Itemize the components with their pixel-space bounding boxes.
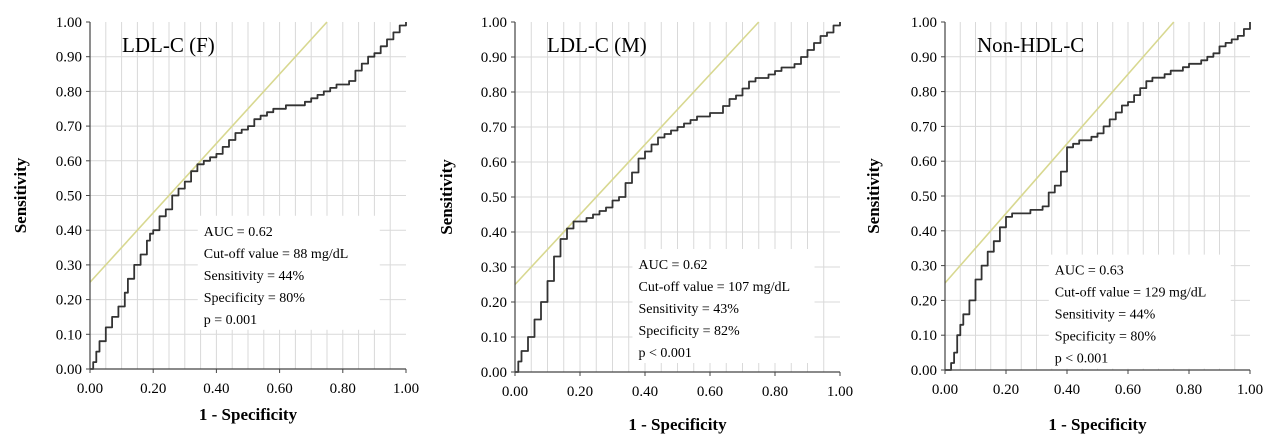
y-tick-label: 0.80: [911, 85, 937, 101]
x-tick-label: 0.40: [1054, 382, 1080, 398]
y-tick-label: 0.70: [56, 119, 82, 135]
stats-line: Cut-off value = 107 mg/dL: [639, 280, 791, 295]
y-tick-label: 0.60: [481, 155, 507, 171]
y-tick-label: 0.40: [56, 223, 82, 239]
stats-line: Cut-off value = 129 mg/dL: [1055, 286, 1207, 301]
y-tick-label: 0.60: [56, 154, 82, 170]
y-tick-label: 0.80: [56, 84, 82, 100]
reference-line: [944, 21, 1175, 284]
x-tick-label: 0.20: [567, 384, 593, 400]
y-tick-label: 0.90: [56, 50, 82, 66]
stats-line: p < 0.001: [1055, 352, 1108, 367]
y-tick-label: 0.20: [481, 295, 507, 311]
roc-curve: [945, 22, 1251, 371]
x-tick-label: 0.20: [140, 381, 166, 397]
roc-curve: [515, 22, 841, 373]
stats-line: AUC = 0.63: [1055, 264, 1124, 279]
stats-line: Specificity = 80%: [204, 291, 306, 306]
stats-box: [1048, 254, 1231, 369]
x-tick-label: 0.00: [932, 382, 958, 398]
reference-line: [89, 21, 328, 283]
roc-curve: [90, 22, 407, 370]
y-tick-label: 0.50: [481, 190, 507, 206]
y-tick-label: 0.80: [481, 85, 507, 101]
stats-box: [632, 249, 815, 363]
x-tick-label: 0.60: [697, 384, 723, 400]
stats-line: p = 0.001: [204, 313, 257, 328]
y-tick-label: 0.50: [56, 189, 82, 205]
y-tick-label: 0.00: [481, 365, 507, 381]
y-tick-label: 0.90: [481, 50, 507, 66]
roc-panel-1: 0.00 0.10 0.20 0.30 0.40 0.50 0.60 0.70 0.80 0.90…: [11, 15, 419, 424]
stats-line: Specificity = 82%: [639, 324, 741, 339]
x-tick-label: 1.00: [827, 384, 853, 400]
x-tick-label: 0.00: [502, 384, 528, 400]
stats-line: Sensitivity = 44%: [1055, 308, 1156, 323]
y-tick-label: 1.00: [481, 15, 507, 31]
y-tick-label: 0.10: [56, 327, 82, 343]
y-axis-label: Sensitivity: [864, 158, 883, 234]
y-tick-label: 0.70: [911, 119, 937, 135]
x-tick-label: 0.80: [762, 384, 788, 400]
x-tick-label: 0.00: [77, 381, 103, 397]
y-tick-label: 0.00: [911, 363, 937, 379]
roc-panel-3: 0.00 0.10 0.20 0.30 0.40 0.50 0.60 0.70 0.80 0.90…: [864, 15, 1263, 434]
y-tick-label: 0.60: [911, 154, 937, 170]
panel-title: Non-HDL-C: [977, 33, 1084, 57]
stats-line: Sensitivity = 44%: [204, 269, 305, 284]
y-tick-label: 0.40: [481, 225, 507, 241]
y-tick-label: 0.10: [911, 328, 937, 344]
y-tick-label: 0.20: [911, 293, 937, 309]
y-tick-label: 0.70: [481, 120, 507, 136]
y-tick-label: 0.20: [56, 293, 82, 309]
x-tick-label: 1.00: [1237, 382, 1263, 398]
roc-panel-2: 0.00 0.10 0.20 0.30 0.40 0.50 0.60 0.70 0.80 0.90…: [437, 15, 853, 434]
y-tick-label: 0.30: [481, 260, 507, 276]
reference-line: [514, 21, 760, 286]
x-tick-label: 0.80: [1176, 382, 1202, 398]
y-tick-label: 0.90: [911, 50, 937, 66]
x-tick-label: 0.60: [266, 381, 292, 397]
y-axis-label: Sensitivity: [11, 157, 30, 233]
y-tick-label: 0.40: [911, 224, 937, 240]
x-tick-label: 0.20: [993, 382, 1019, 398]
stats-line: Cut-off value = 88 mg/dL: [204, 247, 349, 262]
stats-line: Specificity = 80%: [1055, 330, 1157, 345]
x-tick-label: 1.00: [393, 381, 419, 397]
x-axis-label: 1 - Specificity: [628, 415, 727, 434]
y-axis-label: Sensitivity: [437, 159, 456, 235]
stats-box: [197, 215, 380, 330]
panel-title: LDL-C (F): [122, 33, 215, 57]
panel-title: LDL-C (M): [547, 33, 647, 57]
x-tick-label: 0.60: [1115, 382, 1141, 398]
x-tick-label: 0.80: [330, 381, 356, 397]
stats-line: Sensitivity = 43%: [639, 302, 740, 317]
y-tick-label: 0.50: [911, 189, 937, 205]
stats-line: AUC = 0.62: [204, 225, 273, 240]
y-tick-label: 0.30: [56, 258, 82, 274]
stats-line: p < 0.001: [639, 346, 692, 361]
y-tick-label: 0.30: [911, 259, 937, 275]
y-tick-label: 1.00: [911, 15, 937, 31]
y-tick-label: 0.00: [56, 362, 82, 378]
y-tick-label: 0.10: [481, 330, 507, 346]
x-axis-label: 1 - Specificity: [1048, 415, 1147, 434]
stats-line: AUC = 0.62: [639, 258, 708, 273]
x-axis-label: 1 - Specificity: [199, 405, 298, 424]
x-tick-label: 0.40: [203, 381, 229, 397]
y-tick-label: 1.00: [56, 15, 82, 31]
x-tick-label: 0.40: [632, 384, 658, 400]
